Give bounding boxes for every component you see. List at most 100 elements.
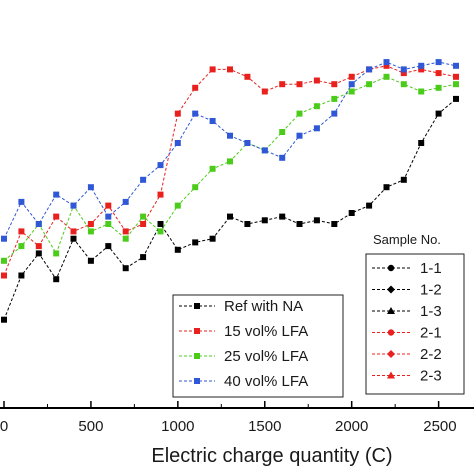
legend-series-label: 15 vol% LFA [224, 323, 308, 340]
legend-series-item: Ref with NA [179, 298, 303, 315]
series-3-point [192, 184, 199, 191]
series-2-point [279, 81, 286, 88]
series-2-point [157, 191, 164, 198]
series-4-point [105, 213, 112, 220]
legend-sample-marker [387, 264, 395, 272]
series-4-point [140, 176, 147, 183]
x-tick-label: 0 [0, 418, 8, 435]
series-2-point [192, 84, 199, 91]
series-3-point [383, 73, 390, 80]
legend-swatch-marker [194, 328, 200, 334]
series-2-point [35, 243, 42, 250]
series-1-point [435, 110, 442, 117]
series-1-point [140, 254, 147, 261]
series-4-point [279, 154, 286, 161]
series-3-point [435, 84, 442, 91]
series-2-point [70, 228, 77, 235]
series-3-point [209, 165, 216, 172]
legend-series-item: 25 vol% LFA [179, 348, 308, 365]
series-1-point [418, 140, 425, 146]
series-4-point [296, 132, 303, 139]
legend-series-label: 25 vol% LFA [224, 348, 308, 365]
legend-swatch-marker [194, 353, 200, 359]
series-4-point [53, 191, 60, 198]
legend-swatch-marker [194, 303, 200, 309]
series-3-point [122, 235, 129, 242]
legend-swatch-marker [194, 378, 200, 384]
series-3-point [53, 250, 60, 257]
series-2-point [261, 88, 268, 95]
legend-sample-item: 2-3 [372, 368, 442, 385]
series-4-point [348, 81, 355, 88]
series-2-point [348, 73, 355, 80]
series-3-point [453, 81, 459, 88]
series-1-point [383, 184, 390, 191]
series-1 [1, 95, 459, 323]
series-3-point [105, 221, 112, 227]
legend-series-item: 15 vol% LFA [179, 323, 308, 340]
series-1-point [244, 221, 251, 227]
series-1-point [35, 250, 42, 257]
series-2-point [418, 66, 425, 73]
series-4-point [453, 62, 459, 69]
series-3-point [418, 88, 425, 95]
series-2-point [140, 221, 147, 227]
series-4-point [174, 140, 181, 146]
series-4-point [418, 62, 425, 69]
series-4 [1, 59, 459, 242]
x-ticks: 0 500 1000 1500 2000 2500 [0, 401, 457, 435]
x-tick-label: 500 [78, 418, 103, 435]
legend-sample-label: 1-1 [420, 260, 442, 277]
series-1-point [313, 217, 320, 224]
series-3-point [313, 103, 320, 110]
series-1-point [261, 217, 268, 224]
series-4-point [192, 110, 199, 117]
series-2-point [1, 272, 7, 279]
series-2-point [53, 213, 60, 220]
series-1-point [348, 210, 355, 216]
series-4-point [18, 198, 25, 205]
series-2-point [400, 70, 407, 77]
legend-series-item: 40 vol% LFA [179, 373, 308, 390]
series-4-point [70, 202, 77, 209]
series-1-point [157, 221, 164, 227]
series-1-point [279, 213, 286, 220]
legend-series: Ref with NA 15 vol% LFA 25 vol% LFA 40 vol%… [172, 294, 344, 398]
series-4-point [400, 66, 407, 73]
legend-sample-marker [387, 371, 395, 379]
legend-samples: Sample No. 1-1 1-2 1-3 2-1 2-2 2-3 [365, 232, 465, 395]
series-4-point [122, 198, 129, 205]
series-4-point [1, 235, 7, 242]
legend-sample-label: 2-2 [420, 346, 442, 363]
series-1-point [18, 272, 25, 279]
series-2-point [87, 221, 94, 227]
series-3-point [348, 88, 355, 95]
series-4-point [157, 162, 164, 169]
legend-series-label: Ref with NA [224, 298, 303, 315]
series-1-point [192, 239, 199, 246]
series-4-point [244, 140, 251, 146]
series-4-point [87, 184, 94, 191]
x-tick-label: 1000 [161, 418, 194, 435]
series-2-point [331, 81, 338, 88]
series-4-line [3, 61, 457, 239]
legend-samples-box [365, 253, 465, 395]
series-3-point [87, 228, 94, 235]
legend-sample-label: 2-1 [420, 325, 442, 342]
series-2 [1, 62, 459, 279]
series-2-point [105, 202, 112, 209]
series-1-point [453, 95, 459, 102]
legend-series-label: 40 vol% LFA [224, 373, 308, 390]
series-3-point [1, 257, 7, 264]
series-1-point [366, 202, 373, 209]
x-tick-label: 2500 [423, 418, 456, 435]
series-2-point [453, 73, 459, 80]
series-2-point [122, 228, 129, 235]
legend-sample-marker [387, 329, 395, 336]
legend-sample-item: 2-1 [372, 325, 442, 342]
series-1-point [70, 235, 77, 242]
series-1-point [87, 257, 94, 264]
series-4-point [383, 59, 390, 66]
series-layer [1, 59, 459, 323]
